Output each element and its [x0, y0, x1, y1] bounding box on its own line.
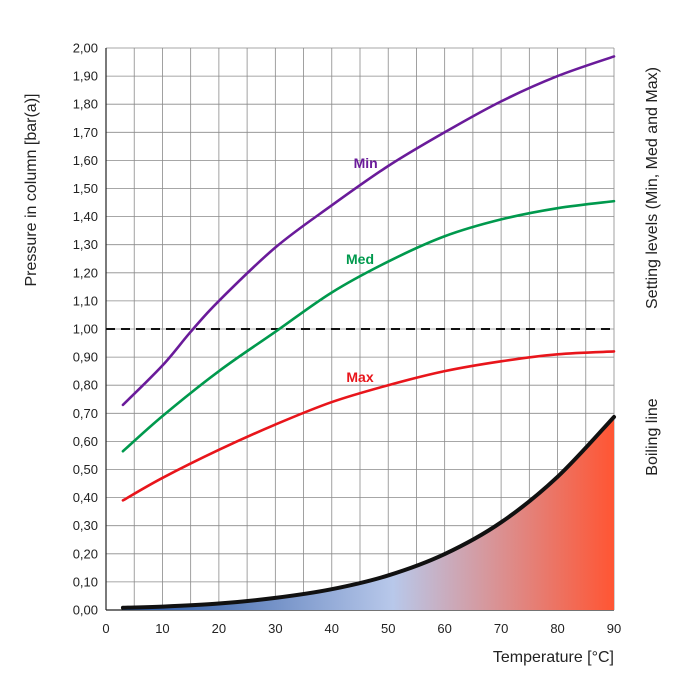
x-tick-label: 10: [155, 621, 169, 636]
x-tick-label: 20: [212, 621, 226, 636]
y-axis-title: Pressure in column [bar(a)]: [23, 94, 40, 287]
series-layer: [120, 55, 616, 610]
y-tick-label: 0,80: [73, 378, 98, 393]
series-line-max: [121, 350, 616, 502]
y-tick-label: 1,30: [73, 237, 98, 252]
y-tick-label: 0,40: [73, 490, 98, 505]
y-tick-label: 0,10: [73, 574, 98, 589]
y-tick-label: 0,90: [73, 350, 98, 365]
x-tick-label: 30: [268, 621, 282, 636]
x-tick-label: 90: [607, 621, 621, 636]
y-tick-label: 0,60: [73, 434, 98, 449]
y-tick-label: 0,50: [73, 462, 98, 477]
x-axis-title: Temperature [°C]: [493, 649, 614, 666]
series-line-boiling-line: [120, 414, 616, 610]
y-tick-label: 0,70: [73, 406, 98, 421]
y-tick-label: 1,80: [73, 97, 98, 112]
y-tick-label: 1,00: [73, 322, 98, 337]
y-tick-label: 0,00: [73, 603, 98, 618]
x-tick-label: 50: [381, 621, 395, 636]
series-label-min: Min: [354, 155, 378, 171]
boiling-area-fill: [122, 416, 615, 610]
y-tick-label: 1,60: [73, 153, 98, 168]
y-tick-label: 1,70: [73, 125, 98, 140]
series-line-med: [121, 199, 616, 453]
series-label-max: Max: [346, 369, 373, 385]
y-tick-label: 1,50: [73, 181, 98, 196]
series-line-min: [121, 55, 616, 407]
x-tick-label: 40: [325, 621, 339, 636]
right-label-settings: Setting levels (Min, Med and Max): [644, 67, 661, 309]
series-labels: Min Med Max: [346, 155, 378, 385]
y-tick-label: 0,20: [73, 546, 98, 561]
y-tick-label: 0,30: [73, 518, 98, 533]
right-label-boiling: Boiling line: [644, 398, 661, 475]
y-tick-label: 1,10: [73, 293, 98, 308]
x-tick-label: 0: [102, 621, 109, 636]
x-tick-label: 80: [550, 621, 564, 636]
y-tick-label: 1,90: [73, 69, 98, 84]
x-tick-label: 70: [494, 621, 508, 636]
series-label-med: Med: [346, 251, 374, 267]
tick-labels: 0,00 0,10 0,20 0,30 0,40 0,50 0,60 0,70 0,80 0,90…: [73, 41, 622, 637]
y-tick-label: 2,00: [73, 41, 98, 56]
x-tick-label: 60: [437, 621, 451, 636]
y-tick-label: 1,40: [73, 209, 98, 224]
y-tick-label: 1,20: [73, 265, 98, 280]
boiling-area: [122, 416, 615, 610]
